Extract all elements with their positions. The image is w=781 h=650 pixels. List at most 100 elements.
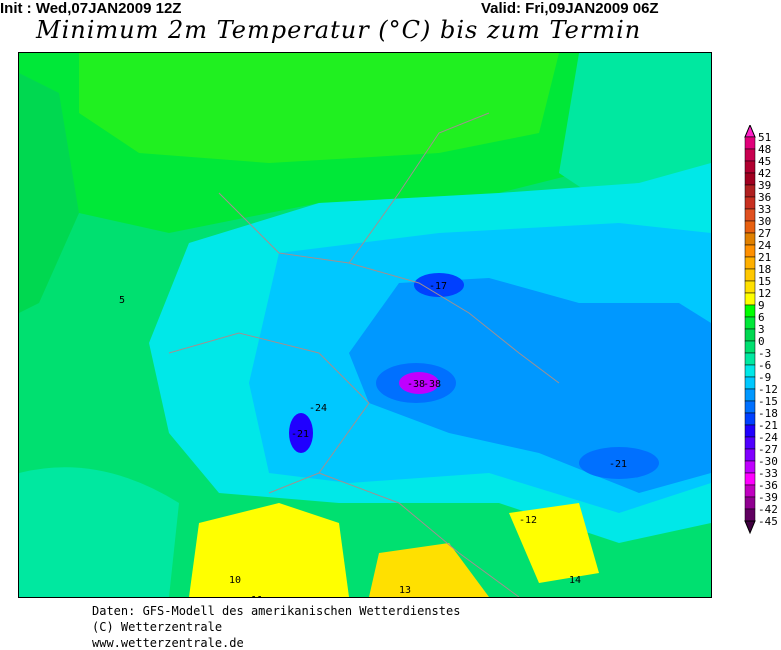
legend-swatch xyxy=(744,208,756,222)
legend-label: 45 xyxy=(758,155,771,168)
legend-label: 15 xyxy=(758,275,771,288)
legend-label: 12 xyxy=(758,287,771,300)
legend-swatch xyxy=(744,424,756,438)
init-time: Init : Wed,07JAN2009 12Z xyxy=(0,0,182,17)
color-legend: 51 48 45 42 39 36 33 30 27 24 21 18 15 12 9 6 3 0 -3 -6 -9 -1… xyxy=(744,123,781,545)
legend-swatch xyxy=(744,340,756,354)
alpine-cold-spot xyxy=(289,413,313,453)
legend-label: -36 xyxy=(758,479,778,492)
legend-label: 48 xyxy=(758,143,771,156)
legend-label: -45 xyxy=(758,515,778,528)
sample-value: 13 xyxy=(399,585,411,596)
legend-label: -33 xyxy=(758,467,778,480)
northeast-teal-region xyxy=(559,53,711,213)
legend-swatch xyxy=(744,388,756,402)
legend-swatch xyxy=(744,292,756,306)
legend-swatch xyxy=(744,268,756,282)
sample-value: -38 xyxy=(423,379,441,390)
north-bright-green-region xyxy=(79,53,559,163)
legend-label: 21 xyxy=(758,251,771,264)
sample-value: -21 xyxy=(291,429,309,440)
legend-swatch xyxy=(744,460,756,474)
legend-swatch xyxy=(744,400,756,414)
legend-swatch xyxy=(744,436,756,450)
footer-source: Daten: GFS-Modell des amerikanischen Wet… xyxy=(92,604,461,618)
sample-value: 11 xyxy=(251,595,263,597)
legend-swatch xyxy=(744,256,756,270)
footer-copyright: (C) Wetterzentrale xyxy=(92,620,223,634)
sample-value: 5 xyxy=(119,295,125,306)
legend-label: 6 xyxy=(758,311,765,324)
legend-bottom-arrow xyxy=(744,520,756,535)
warm-region-1 xyxy=(189,503,349,597)
temperature-map: -38 -38 -17 -21 -24 -21 10 11 13 14 -12 … xyxy=(18,52,712,598)
valid-time: Valid: Fri,09JAN2009 06Z xyxy=(481,0,659,17)
legend-swatch xyxy=(744,148,756,162)
legend-label: 42 xyxy=(758,167,771,180)
legend-swatch xyxy=(744,376,756,390)
legend-top-arrow xyxy=(744,123,756,138)
legend-swatch xyxy=(744,160,756,174)
legend-label: 9 xyxy=(758,299,765,312)
footer-url[interactable]: www.wetterzentrale.de xyxy=(92,636,244,650)
legend-label: -21 xyxy=(758,419,778,432)
legend-label: 27 xyxy=(758,227,771,240)
sample-values: -38 -17 -21 -24 -21 10 11 13 14 -12 5 xyxy=(119,281,627,597)
legend-swatch xyxy=(744,244,756,258)
warm-region-2 xyxy=(369,543,489,597)
legend-label: -15 xyxy=(758,395,778,408)
country-borders xyxy=(168,112,560,597)
legend-swatch xyxy=(744,328,756,342)
legend-label: 51 xyxy=(758,131,771,144)
legend-swatch xyxy=(744,304,756,318)
legend-label: -42 xyxy=(758,503,778,516)
legend-swatch xyxy=(744,136,756,150)
legend-label: -27 xyxy=(758,443,778,456)
legend-label: 0 xyxy=(758,335,765,348)
sw-teal-region xyxy=(19,467,179,597)
legend-label: -9 xyxy=(758,371,771,384)
coldest-spot xyxy=(399,372,439,394)
legend-label: 39 xyxy=(758,179,771,192)
cold-spot-3 xyxy=(579,447,659,479)
sample-value: -24 xyxy=(309,403,327,414)
extreme-min-label: -38 xyxy=(407,379,425,390)
legend-swatch xyxy=(744,412,756,426)
legend-swatch xyxy=(744,220,756,234)
sample-value: -21 xyxy=(609,459,627,470)
legend-label: -24 xyxy=(758,431,778,444)
legend-label: 30 xyxy=(758,215,771,228)
legend-swatch xyxy=(744,448,756,462)
cold-spot-1 xyxy=(414,273,464,297)
legend-label: -12 xyxy=(758,383,778,396)
legend-label: -6 xyxy=(758,359,771,372)
warm-region-3 xyxy=(509,503,599,583)
legend-swatch xyxy=(744,496,756,510)
sample-value: -12 xyxy=(519,515,537,526)
legend-label: -39 xyxy=(758,491,778,504)
sample-value: 10 xyxy=(229,575,241,586)
legend-label: -3 xyxy=(758,347,771,360)
sample-value: -17 xyxy=(429,281,447,292)
legend-swatch xyxy=(744,280,756,294)
legend-swatch xyxy=(744,232,756,246)
map-title: Minimum 2m Temperatur (°C) bis zum Termi… xyxy=(36,16,642,44)
legend-label: 3 xyxy=(758,323,765,336)
legend-label: 24 xyxy=(758,239,772,252)
legend-swatch xyxy=(744,484,756,498)
colder-region xyxy=(349,278,711,493)
west-green-region xyxy=(19,73,79,313)
legend-swatch xyxy=(744,508,756,522)
legend-swatch xyxy=(744,472,756,486)
legend-swatch xyxy=(744,352,756,366)
legend-swatch xyxy=(744,172,756,186)
legend-label: 18 xyxy=(758,263,771,276)
legend-swatch xyxy=(744,196,756,210)
legend-swatch xyxy=(744,316,756,330)
legend-label: -30 xyxy=(758,455,778,468)
legend-label: 33 xyxy=(758,203,771,216)
legend-label: 36 xyxy=(758,191,771,204)
legend-swatch xyxy=(744,364,756,378)
sample-value: 14 xyxy=(569,575,581,586)
legend-swatch xyxy=(744,184,756,198)
